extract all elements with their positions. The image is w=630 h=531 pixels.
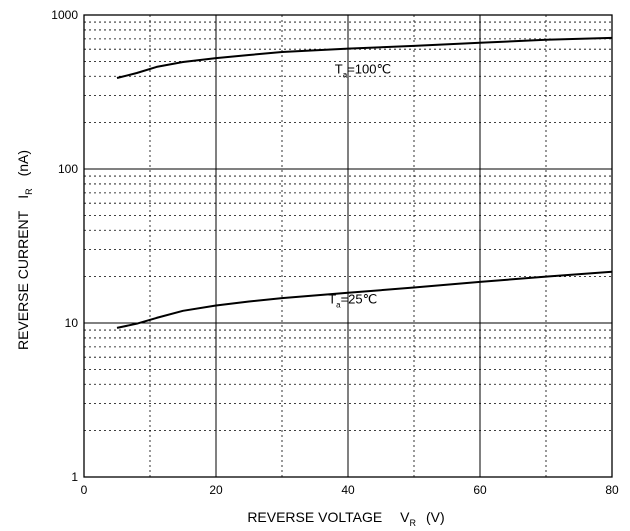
y-axis-symbol: I xyxy=(15,195,31,199)
x-tick-label: 0 xyxy=(81,483,88,497)
y-tick-label: 1000 xyxy=(51,8,78,22)
series-group xyxy=(116,36,613,329)
y-axis-unit: (nA) xyxy=(15,150,31,176)
y-axis-subscript: R xyxy=(24,188,34,195)
y-tick-label: 100 xyxy=(58,162,78,176)
series-line-1 xyxy=(116,36,613,79)
x-tick-label: 40 xyxy=(341,483,355,497)
x-axis-title-main: REVERSE VOLTAGE xyxy=(247,509,382,525)
x-tick-label: 20 xyxy=(209,483,223,497)
x-axis-subscript: R xyxy=(410,518,417,528)
x-axis-unit: (V) xyxy=(426,509,445,525)
plot-frame xyxy=(83,14,613,478)
grid-lines xyxy=(84,15,612,477)
curve-label-2: Ta=25℃ xyxy=(328,292,377,310)
y-tick-label: 1 xyxy=(71,470,78,484)
annotations: Ta=100℃ Ta=25℃ xyxy=(328,61,391,309)
x-tick-label: 80 xyxy=(605,483,619,497)
y-axis-title: REVERSE CURRENT IR (nA) xyxy=(15,150,34,350)
x-tick-label: 60 xyxy=(473,483,487,497)
tick-labels: 0 20 40 60 80 1 10 100 1000 xyxy=(51,8,619,497)
x-axis-symbol: V xyxy=(400,509,410,525)
y-tick-label: 10 xyxy=(65,316,79,330)
x-axis-title: REVERSE VOLTAGE VR (V) xyxy=(247,509,444,528)
curve-label-1: Ta=100℃ xyxy=(335,61,391,79)
y-axis-title-main: REVERSE CURRENT xyxy=(15,210,31,350)
series-line-2 xyxy=(116,270,613,329)
